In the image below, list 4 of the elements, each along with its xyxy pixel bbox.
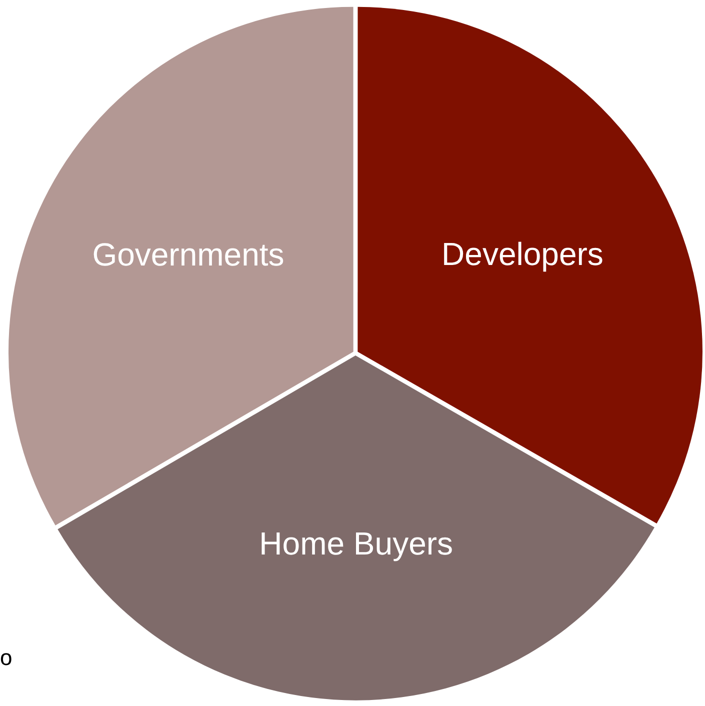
slice-label: Governments [92, 236, 284, 273]
slice-label: Home Buyers [259, 526, 454, 562]
text: o [0, 645, 12, 671]
slice-label: Developers [442, 236, 604, 272]
